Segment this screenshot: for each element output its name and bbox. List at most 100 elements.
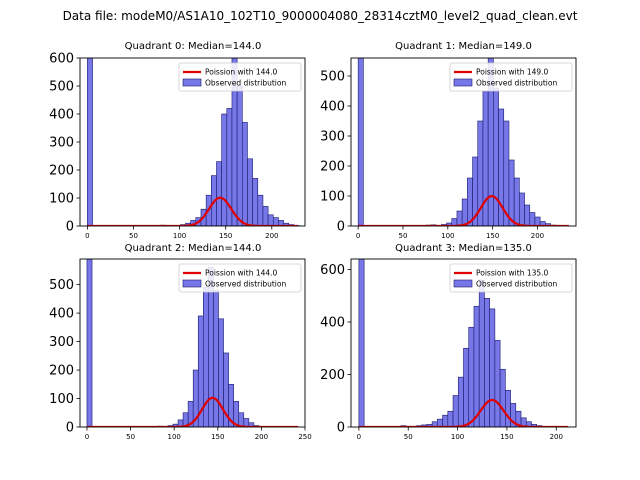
histogram-bar (252, 178, 259, 226)
histogram-bar (452, 395, 459, 427)
x-tick-label: 50 (404, 433, 413, 441)
histogram-bar (484, 298, 490, 427)
legend-fit-label: Poission with 144.0 (205, 269, 278, 278)
histogram-bar (213, 290, 219, 427)
histogram-bar (524, 204, 531, 226)
histogram-bar (508, 159, 515, 226)
legend-hist-swatch (453, 279, 473, 288)
histogram-bar (87, 58, 93, 226)
legend-hist-swatch (182, 78, 202, 87)
y-tick-label: 100 (320, 190, 345, 205)
histogram-bar (437, 418, 443, 427)
y-tick-label: 400 (320, 316, 345, 331)
x-tick-label: 0 (85, 232, 89, 240)
y-tick-label: 300 (49, 136, 74, 151)
axes-frame (350, 57, 577, 227)
legend-hist-label: Observed distribution (205, 280, 286, 289)
histogram-bar (247, 158, 253, 226)
panel-title: Quadrant 0: Median=144.0 (125, 41, 262, 52)
x-tick-label: 0 (85, 433, 89, 441)
histogram-bar (468, 326, 475, 427)
histogram-bar (236, 85, 243, 226)
x-tick-label: 50 (399, 232, 408, 240)
panel-quadrant-3: Quadrant 3: Median=135.0 0 200 400 600 0 50 10… (320, 243, 577, 441)
legend-hist-label: Observed distribution (205, 79, 286, 88)
plot-area (358, 259, 569, 427)
histogram-bar (473, 305, 480, 427)
histogram-bar (358, 259, 365, 427)
legend-fit-label: Poission with 135.0 (476, 269, 549, 278)
histogram-bar (456, 210, 463, 226)
legend: Poission with 144.0 Observed distribution (178, 263, 302, 293)
y-tick-label: 400 (49, 307, 74, 322)
x-tick-label: 0 (357, 433, 361, 441)
x-tick-label: 200 (255, 433, 268, 441)
histogram-bar (482, 90, 489, 226)
histogram-bar (493, 87, 499, 226)
histogram-bar (447, 410, 454, 427)
histogram-bar (461, 198, 468, 226)
histogram-bar (519, 192, 525, 226)
legend-hist-swatch (453, 78, 473, 87)
suptitle: Data file: modeM0/AS1A10_102T10_90000040… (63, 9, 578, 23)
histogram-bar (534, 216, 541, 226)
legend-box (449, 263, 573, 293)
histogram-bar (248, 422, 255, 427)
y-tick-label: 600 (320, 263, 345, 278)
x-tick-label: 100 (451, 433, 464, 441)
histogram-bar (216, 161, 222, 226)
panel-title: Quadrant 1: Median=149.0 (395, 41, 532, 52)
y-tick-label: 0 (337, 220, 345, 235)
legend-box (178, 263, 302, 293)
x-tick-label: 250 (298, 433, 311, 441)
x-tick-label: 200 (531, 232, 544, 240)
y-tick-label: 400 (49, 108, 74, 123)
y-tick-label: 0 (337, 421, 345, 436)
x-tick-label: 150 (211, 433, 224, 441)
y-tick-label: 200 (49, 364, 74, 379)
x-tick-label: 50 (126, 433, 135, 441)
histogram-bar (357, 58, 364, 226)
x-tick-label: 200 (265, 232, 278, 240)
x-tick-label: 0 (356, 232, 360, 240)
panel-title: Quadrant 2: Median=144.0 (125, 243, 262, 254)
histogram-bar (262, 206, 269, 226)
axes-frame (79, 258, 306, 428)
legend-box (449, 62, 573, 92)
axes-frame (350, 258, 577, 428)
y-tick-label: 500 (49, 80, 74, 95)
legend-box (178, 62, 302, 92)
histogram-bar (442, 414, 449, 427)
y-tick-label: 100 (49, 392, 74, 407)
panel-title: Quadrant 3: Median=135.0 (395, 243, 532, 254)
y-tick-label: 300 (320, 130, 345, 145)
x-tick-label: 100 (167, 433, 180, 441)
panel-quadrant-0: Quadrant 0: Median=144.0 0 100 200 300 400 50… (49, 41, 306, 240)
histogram-bar (463, 347, 470, 427)
x-tick-label: 150 (219, 232, 232, 240)
y-tick-label: 300 (49, 335, 74, 350)
legend-fit-label: Poission with 144.0 (205, 68, 278, 77)
legend-fit-label: Poission with 149.0 (476, 68, 549, 77)
histogram-bar (489, 308, 496, 427)
y-tick-label: 0 (66, 220, 74, 235)
x-tick-label: 100 (441, 232, 454, 240)
poisson-fit-curve (86, 396, 299, 427)
y-tick-label: 400 (320, 100, 345, 115)
y-tick-label: 500 (49, 278, 74, 293)
panel-quadrant-1: Quadrant 1: Median=149.0 0 100 200 300 400 50… (320, 41, 577, 240)
y-tick-label: 200 (49, 164, 74, 179)
x-tick-label: 100 (173, 232, 186, 240)
histogram-bar (272, 217, 279, 226)
x-tick-label: 50 (129, 232, 138, 240)
y-tick-label: 600 (49, 52, 74, 67)
x-tick-label: 200 (550, 433, 563, 441)
histogram-bar (494, 340, 501, 427)
histogram-bar (499, 368, 506, 427)
histogram-bar (221, 113, 228, 226)
histogram-bar (257, 194, 264, 226)
y-tick-label: 200 (320, 160, 345, 175)
x-tick-label: 150 (500, 433, 513, 441)
legend-hist-swatch (182, 279, 202, 288)
